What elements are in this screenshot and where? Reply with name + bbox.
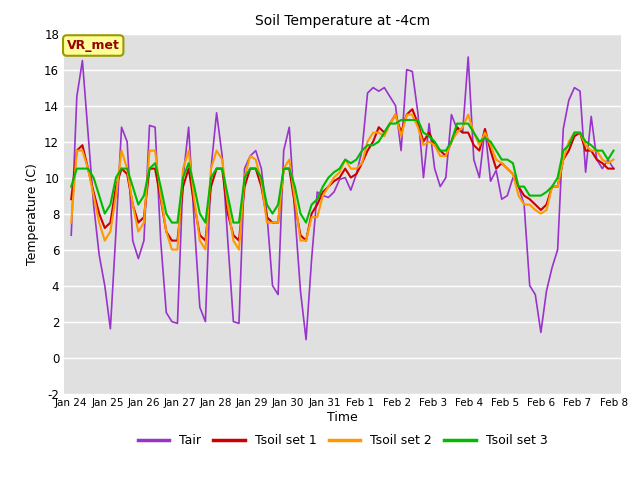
Tair — [414, 110, 422, 116]
Tsoil set 3 — [492, 148, 500, 154]
Tsoil set 3 — [101, 211, 109, 216]
Tsoil set 2 — [67, 220, 75, 226]
Tsoil set 2 — [168, 247, 176, 252]
Tair — [465, 54, 472, 60]
Tsoil set 3 — [610, 148, 618, 154]
Tsoil set 1 — [375, 124, 383, 130]
Tsoil set 3 — [420, 130, 428, 135]
Tsoil set 1 — [168, 238, 176, 243]
Tair — [330, 189, 338, 195]
Line: Tsoil set 2: Tsoil set 2 — [71, 115, 614, 250]
Tsoil set 2 — [392, 112, 399, 118]
Tsoil set 1 — [408, 107, 416, 112]
Tair — [302, 336, 310, 342]
Tsoil set 3 — [397, 117, 405, 123]
Tsoil set 1 — [67, 196, 75, 202]
Tsoil set 1 — [610, 166, 618, 171]
Tair — [67, 232, 75, 238]
Tsoil set 2 — [330, 175, 338, 180]
Tsoil set 2 — [101, 238, 109, 243]
Tsoil set 3 — [330, 169, 338, 175]
Tair — [112, 228, 120, 234]
Line: Tsoil set 3: Tsoil set 3 — [71, 120, 614, 223]
Tsoil set 1 — [112, 184, 120, 190]
Tsoil set 3 — [375, 139, 383, 144]
Tsoil set 3 — [67, 184, 75, 190]
Line: Tsoil set 1: Tsoil set 1 — [71, 109, 614, 240]
Tsoil set 1 — [330, 178, 338, 184]
Legend: Tair, Tsoil set 1, Tsoil set 2, Tsoil set 3: Tair, Tsoil set 1, Tsoil set 2, Tsoil se… — [132, 429, 552, 452]
Y-axis label: Temperature (C): Temperature (C) — [26, 163, 38, 264]
Tair — [375, 88, 383, 94]
Tsoil set 2 — [492, 156, 500, 162]
Tsoil set 2 — [610, 156, 618, 162]
Tair — [492, 168, 500, 173]
X-axis label: Time: Time — [327, 411, 358, 424]
Tair — [610, 166, 618, 171]
Text: VR_met: VR_met — [67, 39, 120, 52]
Tsoil set 1 — [420, 139, 428, 144]
Title: Soil Temperature at -4cm: Soil Temperature at -4cm — [255, 14, 430, 28]
Tsoil set 1 — [492, 166, 500, 171]
Tair — [101, 283, 109, 288]
Tsoil set 2 — [112, 192, 120, 199]
Tsoil set 3 — [112, 175, 120, 180]
Tsoil set 1 — [101, 225, 109, 231]
Tsoil set 2 — [420, 142, 428, 148]
Tsoil set 3 — [168, 220, 176, 226]
Line: Tair: Tair — [71, 57, 614, 339]
Tsoil set 2 — [375, 130, 383, 135]
